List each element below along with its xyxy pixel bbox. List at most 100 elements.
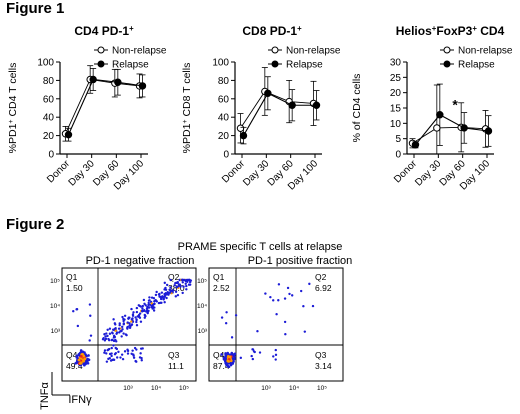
event-dot [175, 286, 178, 289]
event-dot [123, 314, 127, 318]
y-tick-label: 0 [223, 150, 229, 161]
event-dot [72, 310, 75, 313]
event-dot [122, 332, 125, 335]
y-tick-label: 20 [43, 131, 55, 142]
quadrant-value-q2: 6.92 [315, 283, 332, 293]
event-dot [311, 304, 315, 308]
quadrant-value-q1: 1.50 [66, 283, 83, 293]
quadrant-value-q3: 11.1 [168, 361, 184, 371]
event-dot [114, 338, 117, 342]
quadrant-value-q4: 49.4 [66, 361, 83, 371]
event-dot [76, 324, 80, 328]
panel-title-3: Helios+FoxP3+ CD4 [396, 24, 505, 39]
event-dot [135, 323, 139, 327]
event-dot [88, 303, 92, 306]
quadrant-name-q2: Q2 [315, 272, 327, 282]
y-tick-label: 10⁴ [50, 303, 60, 310]
event-dot [103, 339, 107, 342]
y-tick-label: 60 [43, 94, 55, 105]
figure2-title: PRAME specific T cells at relapse [178, 241, 343, 253]
data-point-relapse [288, 101, 296, 109]
event-dot [144, 310, 148, 313]
event-dot [153, 300, 156, 303]
event-dot [225, 311, 228, 314]
fraction-label-positive: PD-1 positive fraction [248, 255, 353, 267]
event-dot [284, 333, 287, 336]
series-line-non-relapse [65, 78, 140, 134]
y-tick-label: 15 [390, 104, 402, 115]
quadrant-value-q3: 3.14 [315, 361, 332, 371]
event-dot [114, 329, 117, 332]
fraction-label-negative: PD-1 negative fraction [86, 255, 195, 267]
event-dot [120, 335, 123, 338]
event-dot-dense [82, 359, 86, 363]
legend-label: Relapse [458, 60, 495, 71]
y-tick-label: 10³ [51, 328, 61, 335]
event-dot [128, 324, 131, 327]
event-dot [171, 289, 175, 292]
event-dot [135, 310, 139, 314]
quadrant-name-q1: Q1 [213, 272, 225, 282]
event-dot [135, 318, 138, 321]
event-dot [181, 281, 184, 284]
event-dot [230, 336, 234, 339]
event-dot [162, 297, 165, 300]
flow-plot-1: Q11.50Q238.0Q449.4Q311.110³10⁴10⁵10³10⁴1… [50, 267, 197, 392]
event-dot [87, 354, 90, 357]
event-dot-dense [226, 359, 230, 363]
event-dot [152, 309, 156, 312]
series-line-relapse [415, 114, 489, 146]
event-dot [220, 316, 224, 319]
event-dot [286, 286, 290, 290]
event-dot [110, 338, 114, 342]
quadrant-name-q1: Q1 [66, 272, 78, 282]
event-dot [118, 323, 121, 327]
event-dot [89, 314, 92, 317]
event-dot [105, 352, 108, 355]
data-point-relapse [484, 127, 493, 135]
event-dot [161, 295, 164, 298]
event-dot [178, 284, 181, 287]
event-dot [122, 317, 125, 321]
event-dot [128, 322, 131, 325]
event-dot [277, 299, 280, 302]
event-dot [168, 288, 172, 291]
event-dot [104, 335, 107, 338]
y-tick-label: 20 [218, 131, 230, 142]
event-dot [283, 297, 287, 300]
event-dot [163, 281, 166, 285]
event-dot [117, 350, 120, 354]
event-dot [128, 326, 132, 330]
event-dot [288, 292, 291, 296]
event-dot [132, 311, 135, 314]
quadrant-name-q3: Q3 [168, 350, 180, 360]
event-dot [88, 339, 91, 342]
event-dot [114, 327, 117, 330]
event-dot [174, 290, 178, 293]
event-dot [220, 353, 223, 356]
flow-y-axis-label: TNFα [39, 381, 51, 409]
event-dot [130, 318, 134, 321]
event-dot [103, 333, 106, 336]
event-dot [126, 352, 130, 355]
y-axis-label: %PD1+ CD8 T cells [181, 63, 193, 154]
event-dot [141, 304, 145, 308]
quadrant-name-q3: Q3 [315, 350, 327, 360]
event-dot [227, 353, 230, 356]
event-dot [114, 323, 117, 326]
event-dot [121, 315, 124, 319]
y-tick-label: 30 [390, 58, 402, 69]
event-dot [258, 351, 262, 354]
event-dot [110, 354, 113, 358]
event-dot [126, 349, 130, 353]
event-dot [283, 320, 287, 324]
quadrant-name-q4: Q4 [66, 350, 78, 360]
event-dot [132, 353, 135, 356]
event-dot [101, 338, 105, 341]
x-tick-label: 10⁵ [317, 385, 327, 392]
flow-x-axis-label: IFNγ [68, 394, 92, 406]
